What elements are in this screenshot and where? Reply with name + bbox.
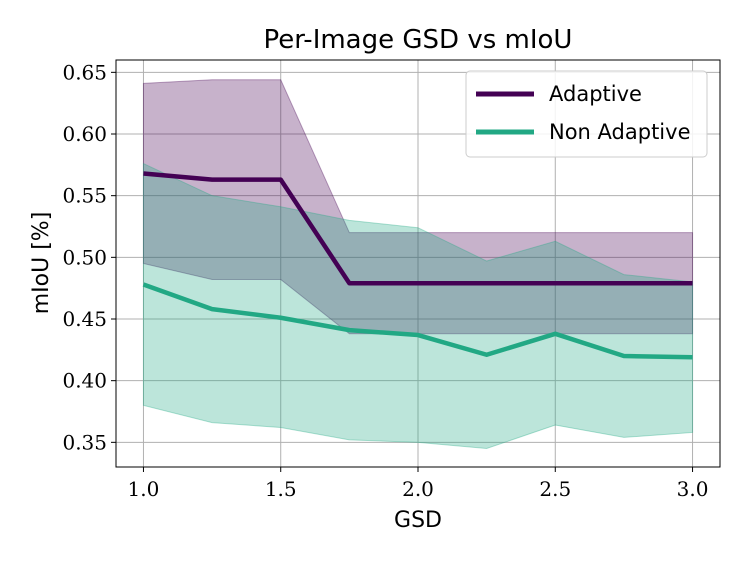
x-tick-label-3: 3.0 [677,477,709,501]
legend-label-adaptive: Adaptive [549,82,642,106]
band-non-adaptive [142,162,694,450]
x-tick-label-1-5: 1.5 [265,477,297,501]
legend-label-non-adaptive: Non Adaptive [549,120,690,144]
line-non-adaptive [142,282,693,360]
x-tick-label-2-5: 2.5 [539,477,571,501]
y-tick-label-0-6: 0.60 [62,122,107,146]
band-adaptive [142,79,694,335]
y-tick-label-0-45: 0.45 [62,307,107,331]
y-axis-label: mIoU [%] [29,212,54,315]
x-tick-label-1: 1.0 [128,477,160,501]
x-tick-label-2: 2.0 [402,477,434,501]
y-tick-label-0-5: 0.50 [62,245,107,269]
y-tick-label-0-55: 0.55 [62,184,107,208]
series-lines [142,171,693,360]
x-axis-label: GSD [394,508,442,533]
confidence-bands [142,79,694,450]
chart-title: Per-Image GSD vs mIoU [264,25,573,55]
legend: Adaptive Non Adaptive [465,70,708,158]
y-tick-label-0-4: 0.40 [62,369,107,393]
axis-ticks: 1.0 1.5 2.0 2.5 3.0 0.35 0.40 0.45 0.50 0.55 0.60 0… [62,60,708,501]
line-adaptive [143,171,693,286]
y-tick-label-0-65: 0.65 [62,60,107,84]
y-tick-label-0-35: 0.35 [62,430,107,454]
